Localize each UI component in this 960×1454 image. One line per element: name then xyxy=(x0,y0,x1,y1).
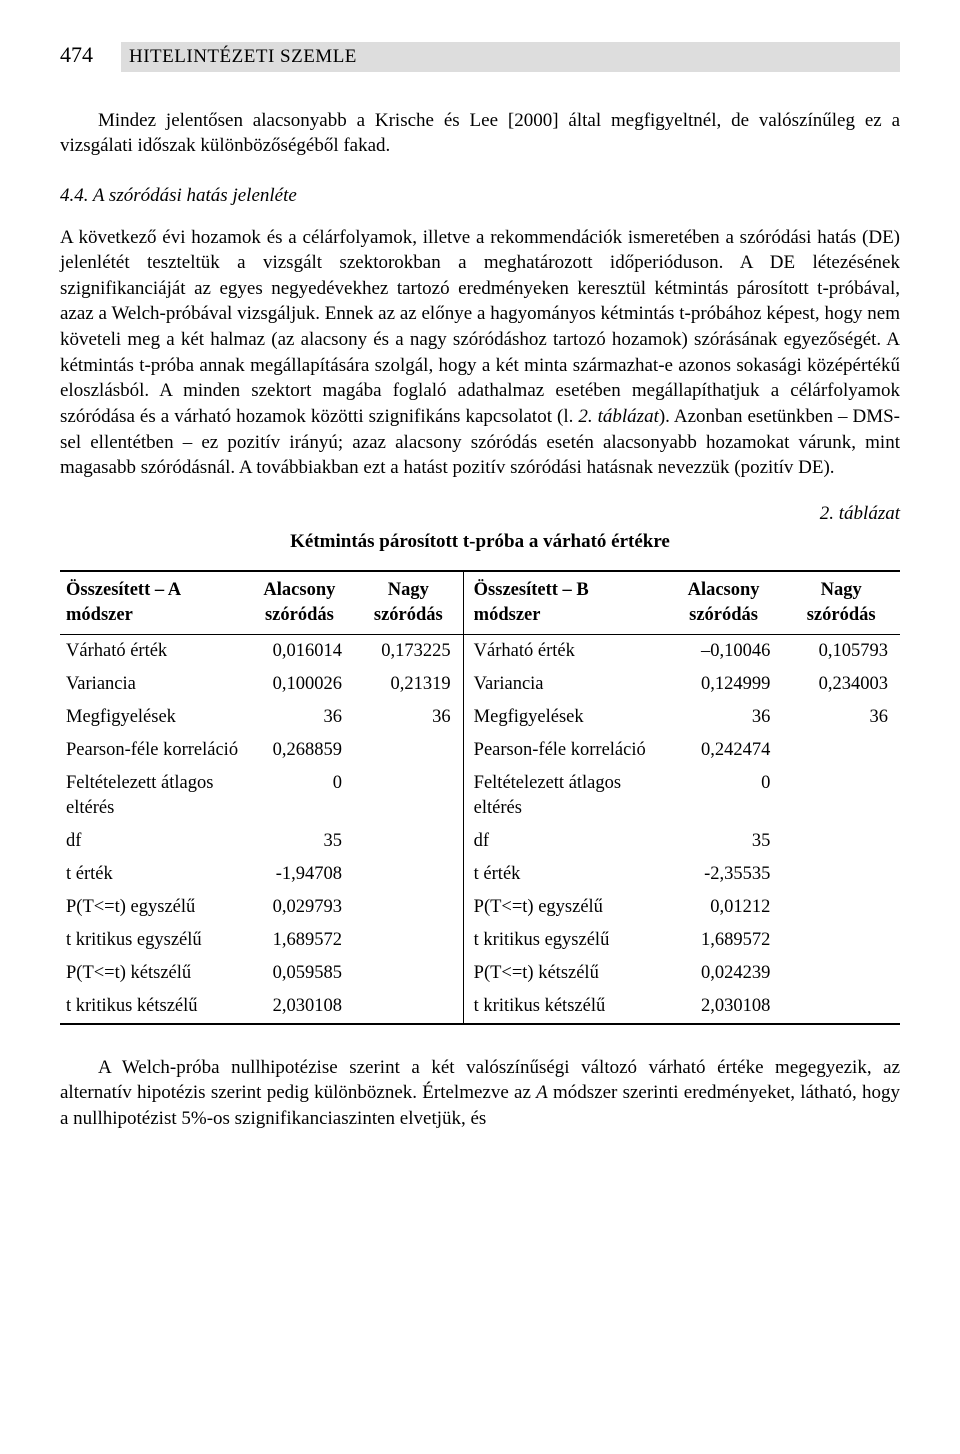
after-table-paragraph: A Welch-próba nullhipotézise szerint a k… xyxy=(60,1055,900,1132)
table-cell: t kritikus kétszélű xyxy=(60,990,245,1024)
table-row: df35df35 xyxy=(60,825,900,858)
table-cell: P(T<=t) egyszélű xyxy=(60,891,245,924)
table-cell: 0,01212 xyxy=(665,891,783,924)
table-cell: df xyxy=(60,825,245,858)
table-cell: 0,234003 xyxy=(782,668,900,701)
table-cell: 0,024239 xyxy=(665,957,783,990)
th-low2: Alacsony szóródás xyxy=(665,571,783,634)
table-cell xyxy=(782,858,900,891)
table-cell: Pearson-féle korreláció xyxy=(60,734,245,767)
th-high2: Nagy szóródás xyxy=(782,571,900,634)
table-cell xyxy=(782,767,900,825)
table-cell: 2,030108 xyxy=(245,990,354,1024)
results-table: Összesített – A módszer Alacsony szóródá… xyxy=(60,570,900,1025)
page-number: 474 xyxy=(60,40,93,70)
table-row: t kritikus egyszélű1,689572t kritikus eg… xyxy=(60,924,900,957)
table-cell xyxy=(354,825,463,858)
table-cell: -1,94708 xyxy=(245,858,354,891)
table-cell: 35 xyxy=(245,825,354,858)
table-row: Megfigyelések3636Megfigyelések3636 xyxy=(60,701,900,734)
table-cell: Pearson-féle korreláció xyxy=(463,734,665,767)
intro-paragraph: Mindez jelentősen alacsonyabb a Krische … xyxy=(60,108,900,159)
table-cell xyxy=(782,891,900,924)
table-row: Feltételezett átlagos eltérés0Feltételez… xyxy=(60,767,900,825)
table-cell: df xyxy=(463,825,665,858)
table-cell: 0,059585 xyxy=(245,957,354,990)
table-row: Pearson-féle korreláció0,268859Pearson-f… xyxy=(60,734,900,767)
table-cell: 36 xyxy=(782,701,900,734)
table-cell: 0,100026 xyxy=(245,668,354,701)
table-cell xyxy=(354,891,463,924)
table-cell: –0,10046 xyxy=(665,635,783,668)
th-low: Alacsony szóródás xyxy=(245,571,354,634)
page-header: 474 HITELINTÉZETI SZEMLE xyxy=(60,40,900,72)
table-body: Várható érték0,0160140,173225Várható ért… xyxy=(60,635,900,1024)
table-row: t érték-1,94708t érték-2,35535 xyxy=(60,858,900,891)
table-cell xyxy=(354,767,463,825)
table-cell xyxy=(782,957,900,990)
table-cell: 0,029793 xyxy=(245,891,354,924)
table-cell: P(T<=t) egyszélű xyxy=(463,891,665,924)
table-cell: P(T<=t) kétszélű xyxy=(463,957,665,990)
table-cell: 0 xyxy=(665,767,783,825)
table-cell: 0,268859 xyxy=(245,734,354,767)
table-cell: 36 xyxy=(354,701,463,734)
table-cell: 35 xyxy=(665,825,783,858)
table-cell: Várható érték xyxy=(463,635,665,668)
table-row: Várható érték0,0160140,173225Várható ért… xyxy=(60,635,900,668)
table-cell: t érték xyxy=(463,858,665,891)
table-cell: 2,030108 xyxy=(665,990,783,1024)
table-cell: P(T<=t) kétszélű xyxy=(60,957,245,990)
table-cell: Megfigyelések xyxy=(60,701,245,734)
table-cell: 0 xyxy=(245,767,354,825)
table-cell: Variancia xyxy=(463,668,665,701)
th-b-method: Összesített – B módszer xyxy=(463,571,665,634)
th-a-method: Összesített – A módszer xyxy=(60,571,245,634)
table-cell xyxy=(782,734,900,767)
table-cell xyxy=(782,825,900,858)
table-cell: 36 xyxy=(665,701,783,734)
body-text-1: A következő évi hozamok és a célárfolyam… xyxy=(60,227,900,427)
table-cell: Várható érték xyxy=(60,635,245,668)
table-cell xyxy=(354,924,463,957)
table-row: Variancia0,1000260,21319Variancia0,12499… xyxy=(60,668,900,701)
table-label: 2. táblázat xyxy=(60,501,900,527)
table-row: P(T<=t) kétszélű0,059585P(T<=t) kétszélű… xyxy=(60,957,900,990)
table-cell: t kritikus egyszélű xyxy=(60,924,245,957)
table-cell: 0,173225 xyxy=(354,635,463,668)
table-cell: Megfigyelések xyxy=(463,701,665,734)
table-cell xyxy=(354,957,463,990)
table-cell xyxy=(782,990,900,1024)
table-cell: 1,689572 xyxy=(245,924,354,957)
journal-banner: HITELINTÉZETI SZEMLE xyxy=(121,42,900,72)
table-cell xyxy=(782,924,900,957)
table-cell xyxy=(354,990,463,1024)
table-row: t kritikus kétszélű2,030108t kritikus ké… xyxy=(60,990,900,1024)
table-cell: Feltételezett átlagos eltérés xyxy=(463,767,665,825)
table-cell xyxy=(354,858,463,891)
table-cell: t érték xyxy=(60,858,245,891)
table-cell: 0,016014 xyxy=(245,635,354,668)
table-title: Kétmintás párosított t-próba a várható é… xyxy=(60,529,900,555)
th-high: Nagy szóródás xyxy=(354,571,463,634)
table-cell: 0,124999 xyxy=(665,668,783,701)
body-italic-ref: 2. táblázat xyxy=(578,406,659,427)
table-cell: -2,35535 xyxy=(665,858,783,891)
after-italic-A: A xyxy=(536,1082,548,1103)
table-cell: 0,105793 xyxy=(782,635,900,668)
table-cell: t kritikus kétszélű xyxy=(463,990,665,1024)
section-heading: 4.4. A szóródási hatás jelenléte xyxy=(60,183,900,209)
table-cell: 0,242474 xyxy=(665,734,783,767)
table-cell: Variancia xyxy=(60,668,245,701)
table-cell xyxy=(354,734,463,767)
table-cell: t kritikus egyszélű xyxy=(463,924,665,957)
table-cell: 0,21319 xyxy=(354,668,463,701)
table-header-row: Összesített – A módszer Alacsony szóródá… xyxy=(60,571,900,634)
table-cell: 1,689572 xyxy=(665,924,783,957)
table-cell: Feltételezett átlagos eltérés xyxy=(60,767,245,825)
table-cell: 36 xyxy=(245,701,354,734)
body-paragraph: A következő évi hozamok és a célárfolyam… xyxy=(60,225,900,481)
table-row: P(T<=t) egyszélű0,029793P(T<=t) egyszélű… xyxy=(60,891,900,924)
